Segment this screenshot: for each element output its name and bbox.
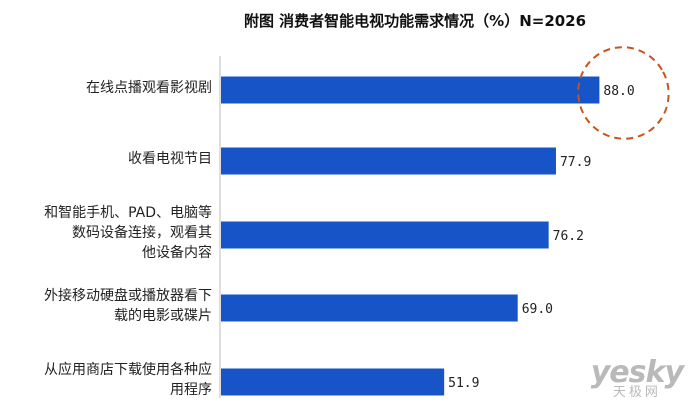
- watermark-logo: yesky: [590, 355, 684, 390]
- bar-3: [221, 221, 549, 249]
- highlight-ellipse: [577, 46, 670, 140]
- data-label-4: 69.0: [522, 302, 553, 317]
- category-label-5: 从应用商店下载使用各种应 用程序: [44, 362, 212, 398]
- bar-2: [221, 147, 556, 175]
- category-label-1: 在线点播观看影视剧: [86, 80, 212, 96]
- watermark-sub: 天极网: [612, 385, 661, 400]
- bar-1: [221, 76, 600, 104]
- data-label-3: 76.2: [553, 229, 584, 244]
- chart-title: 附图 消费者智能电视功能需求情况（%）N=2026: [243, 12, 587, 30]
- data-label-5: 51.9: [448, 376, 479, 391]
- category-label-3: 和智能手机、PAD、电脑等 数码设备连接，观看其 他设备内容: [44, 205, 212, 261]
- data-label-2: 77.9: [560, 155, 591, 170]
- watermark: yesky 天极网: [590, 355, 684, 400]
- bar-4: [221, 294, 518, 322]
- bar-5: [221, 368, 445, 396]
- category-label-2: 收看电视节目: [128, 151, 212, 167]
- data-label-1: 88.0: [603, 84, 634, 99]
- category-label-4: 外接移动硬盘或播放器看下 载的电影或碟片: [44, 288, 212, 324]
